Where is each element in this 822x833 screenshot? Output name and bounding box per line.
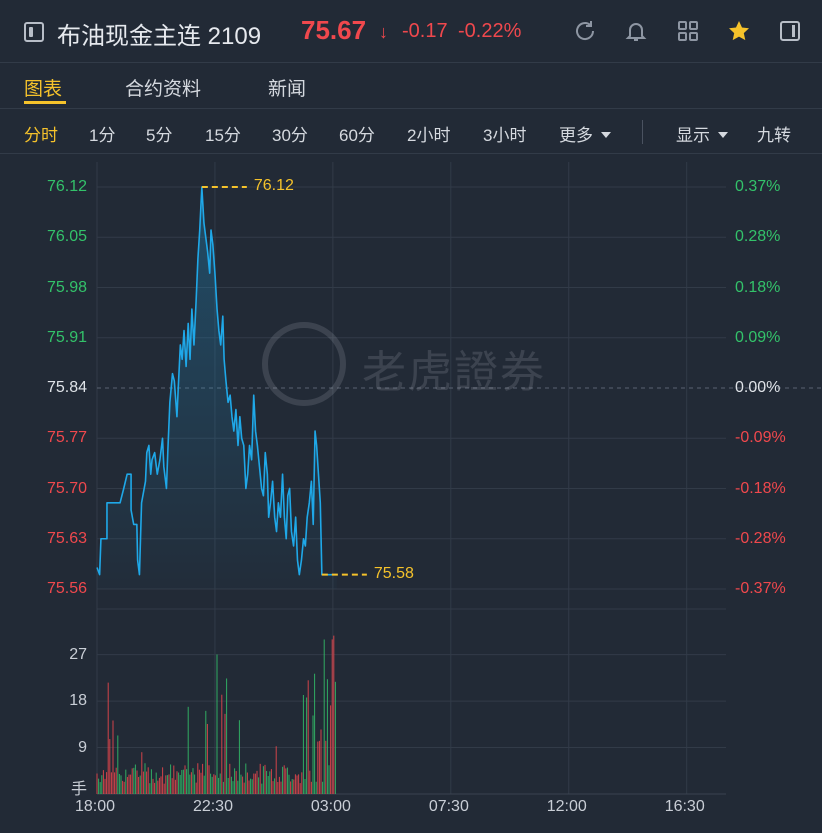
price-change: -0.17 bbox=[402, 20, 448, 42]
y-tick-left: 75.70 bbox=[46, 479, 87, 497]
panel-right-icon[interactable] bbox=[778, 19, 802, 43]
y-tick-right: 0.37% bbox=[735, 178, 781, 195]
period-5min[interactable]: 5分 bbox=[146, 126, 173, 145]
y-tick-left: 75.98 bbox=[46, 278, 87, 296]
y-tick-right: -0.09% bbox=[735, 429, 786, 447]
period-30min[interactable]: 30分 bbox=[272, 126, 308, 145]
period-15min[interactable]: 15分 bbox=[205, 126, 241, 145]
period-more-dropdown[interactable]: 更多 bbox=[559, 121, 611, 146]
tab-contract-info[interactable]: 合约资料 bbox=[125, 79, 202, 100]
tiger-logo-icon bbox=[262, 322, 346, 406]
x-tick: 22:30 bbox=[192, 798, 233, 815]
y-tick-right: -0.37% bbox=[735, 580, 786, 597]
volume-tick: 手 bbox=[70, 781, 87, 798]
y-tick-right: 0.09% bbox=[735, 328, 781, 346]
period-1min[interactable]: 1分 bbox=[89, 126, 116, 145]
y-tick-left: 76.05 bbox=[46, 228, 87, 246]
high-price-label: 76.12 bbox=[253, 177, 294, 194]
tab-chart[interactable]: 图表 bbox=[24, 79, 63, 100]
bell-icon[interactable] bbox=[624, 19, 648, 43]
watermark: 老虎證券 bbox=[262, 322, 562, 406]
volume-tick: 18 bbox=[69, 692, 87, 710]
chevron-down-icon bbox=[718, 131, 728, 138]
y-tick-left: 76.12 bbox=[46, 178, 87, 195]
display-dropdown[interactable]: 显示 bbox=[676, 121, 728, 146]
grid-icon[interactable] bbox=[676, 19, 700, 43]
y-tick-left: 75.63 bbox=[46, 529, 87, 547]
refresh-icon[interactable] bbox=[573, 19, 597, 43]
y-tick-left: 75.84 bbox=[46, 379, 87, 396]
page-title: 布油现金主连 2109 bbox=[57, 23, 262, 50]
display-label: 显示 bbox=[676, 126, 710, 145]
x-tick: 12:00 bbox=[546, 798, 587, 815]
intraday-chart[interactable]: 老虎證券 76.12 76.05 75.98 75.91 75.84 75.77 75.70… bbox=[0, 154, 822, 833]
period-3hour[interactable]: 3小时 bbox=[483, 126, 527, 145]
tab-news[interactable]: 新闻 bbox=[268, 79, 307, 100]
period-nine-turn[interactable]: 九转 bbox=[757, 126, 791, 145]
period-separator bbox=[642, 120, 643, 144]
volume-tick: 9 bbox=[78, 738, 87, 756]
y-tick-right: 0.00% bbox=[735, 379, 781, 396]
period-more-label: 更多 bbox=[559, 126, 593, 145]
down-arrow-icon: ↓ bbox=[379, 22, 388, 42]
header: 布油现金主连 2109 75.67 ↓ -0.17 -0.22% bbox=[0, 0, 822, 62]
price-change-percent: -0.22% bbox=[458, 20, 522, 42]
period-60min[interactable]: 60分 bbox=[339, 126, 375, 145]
active-tab-indicator bbox=[24, 101, 66, 104]
chevron-down-icon bbox=[601, 131, 611, 138]
y-tick-right: 0.28% bbox=[735, 228, 781, 246]
period-bar: 分时 1分 5分 15分 30分 60分 2小时 3小时 更多 显示 九转 bbox=[0, 109, 822, 153]
x-tick: 16:30 bbox=[664, 798, 705, 815]
star-icon[interactable] bbox=[727, 19, 751, 43]
volume-tick: 27 bbox=[69, 645, 87, 663]
last-price: 75.67 bbox=[301, 15, 367, 45]
watermark-text: 老虎證券 bbox=[362, 348, 546, 397]
x-tick: 03:00 bbox=[310, 798, 351, 815]
x-tick: 18:00 bbox=[75, 798, 116, 815]
tab-bar: 图表 合约资料 新闻 bbox=[0, 62, 822, 108]
panel-left-icon[interactable] bbox=[24, 22, 44, 42]
price-area bbox=[97, 187, 337, 589]
y-tick-left: 75.91 bbox=[46, 328, 87, 346]
periods-divider bbox=[0, 153, 822, 154]
y-tick-right: -0.28% bbox=[735, 529, 786, 547]
x-tick: 07:30 bbox=[428, 798, 469, 815]
low-price-label: 75.58 bbox=[373, 564, 414, 582]
period-2hour[interactable]: 2小时 bbox=[407, 126, 451, 145]
header-divider bbox=[0, 62, 822, 63]
tabs-divider bbox=[0, 108, 822, 109]
y-tick-left: 75.56 bbox=[46, 580, 87, 597]
price-line bbox=[96, 186, 337, 576]
y-tick-left: 75.77 bbox=[46, 429, 87, 447]
y-tick-right: 0.18% bbox=[735, 278, 781, 296]
chart-canvas bbox=[96, 162, 822, 795]
y-tick-right: -0.18% bbox=[735, 479, 786, 497]
period-intraday[interactable]: 分时 bbox=[24, 126, 58, 145]
